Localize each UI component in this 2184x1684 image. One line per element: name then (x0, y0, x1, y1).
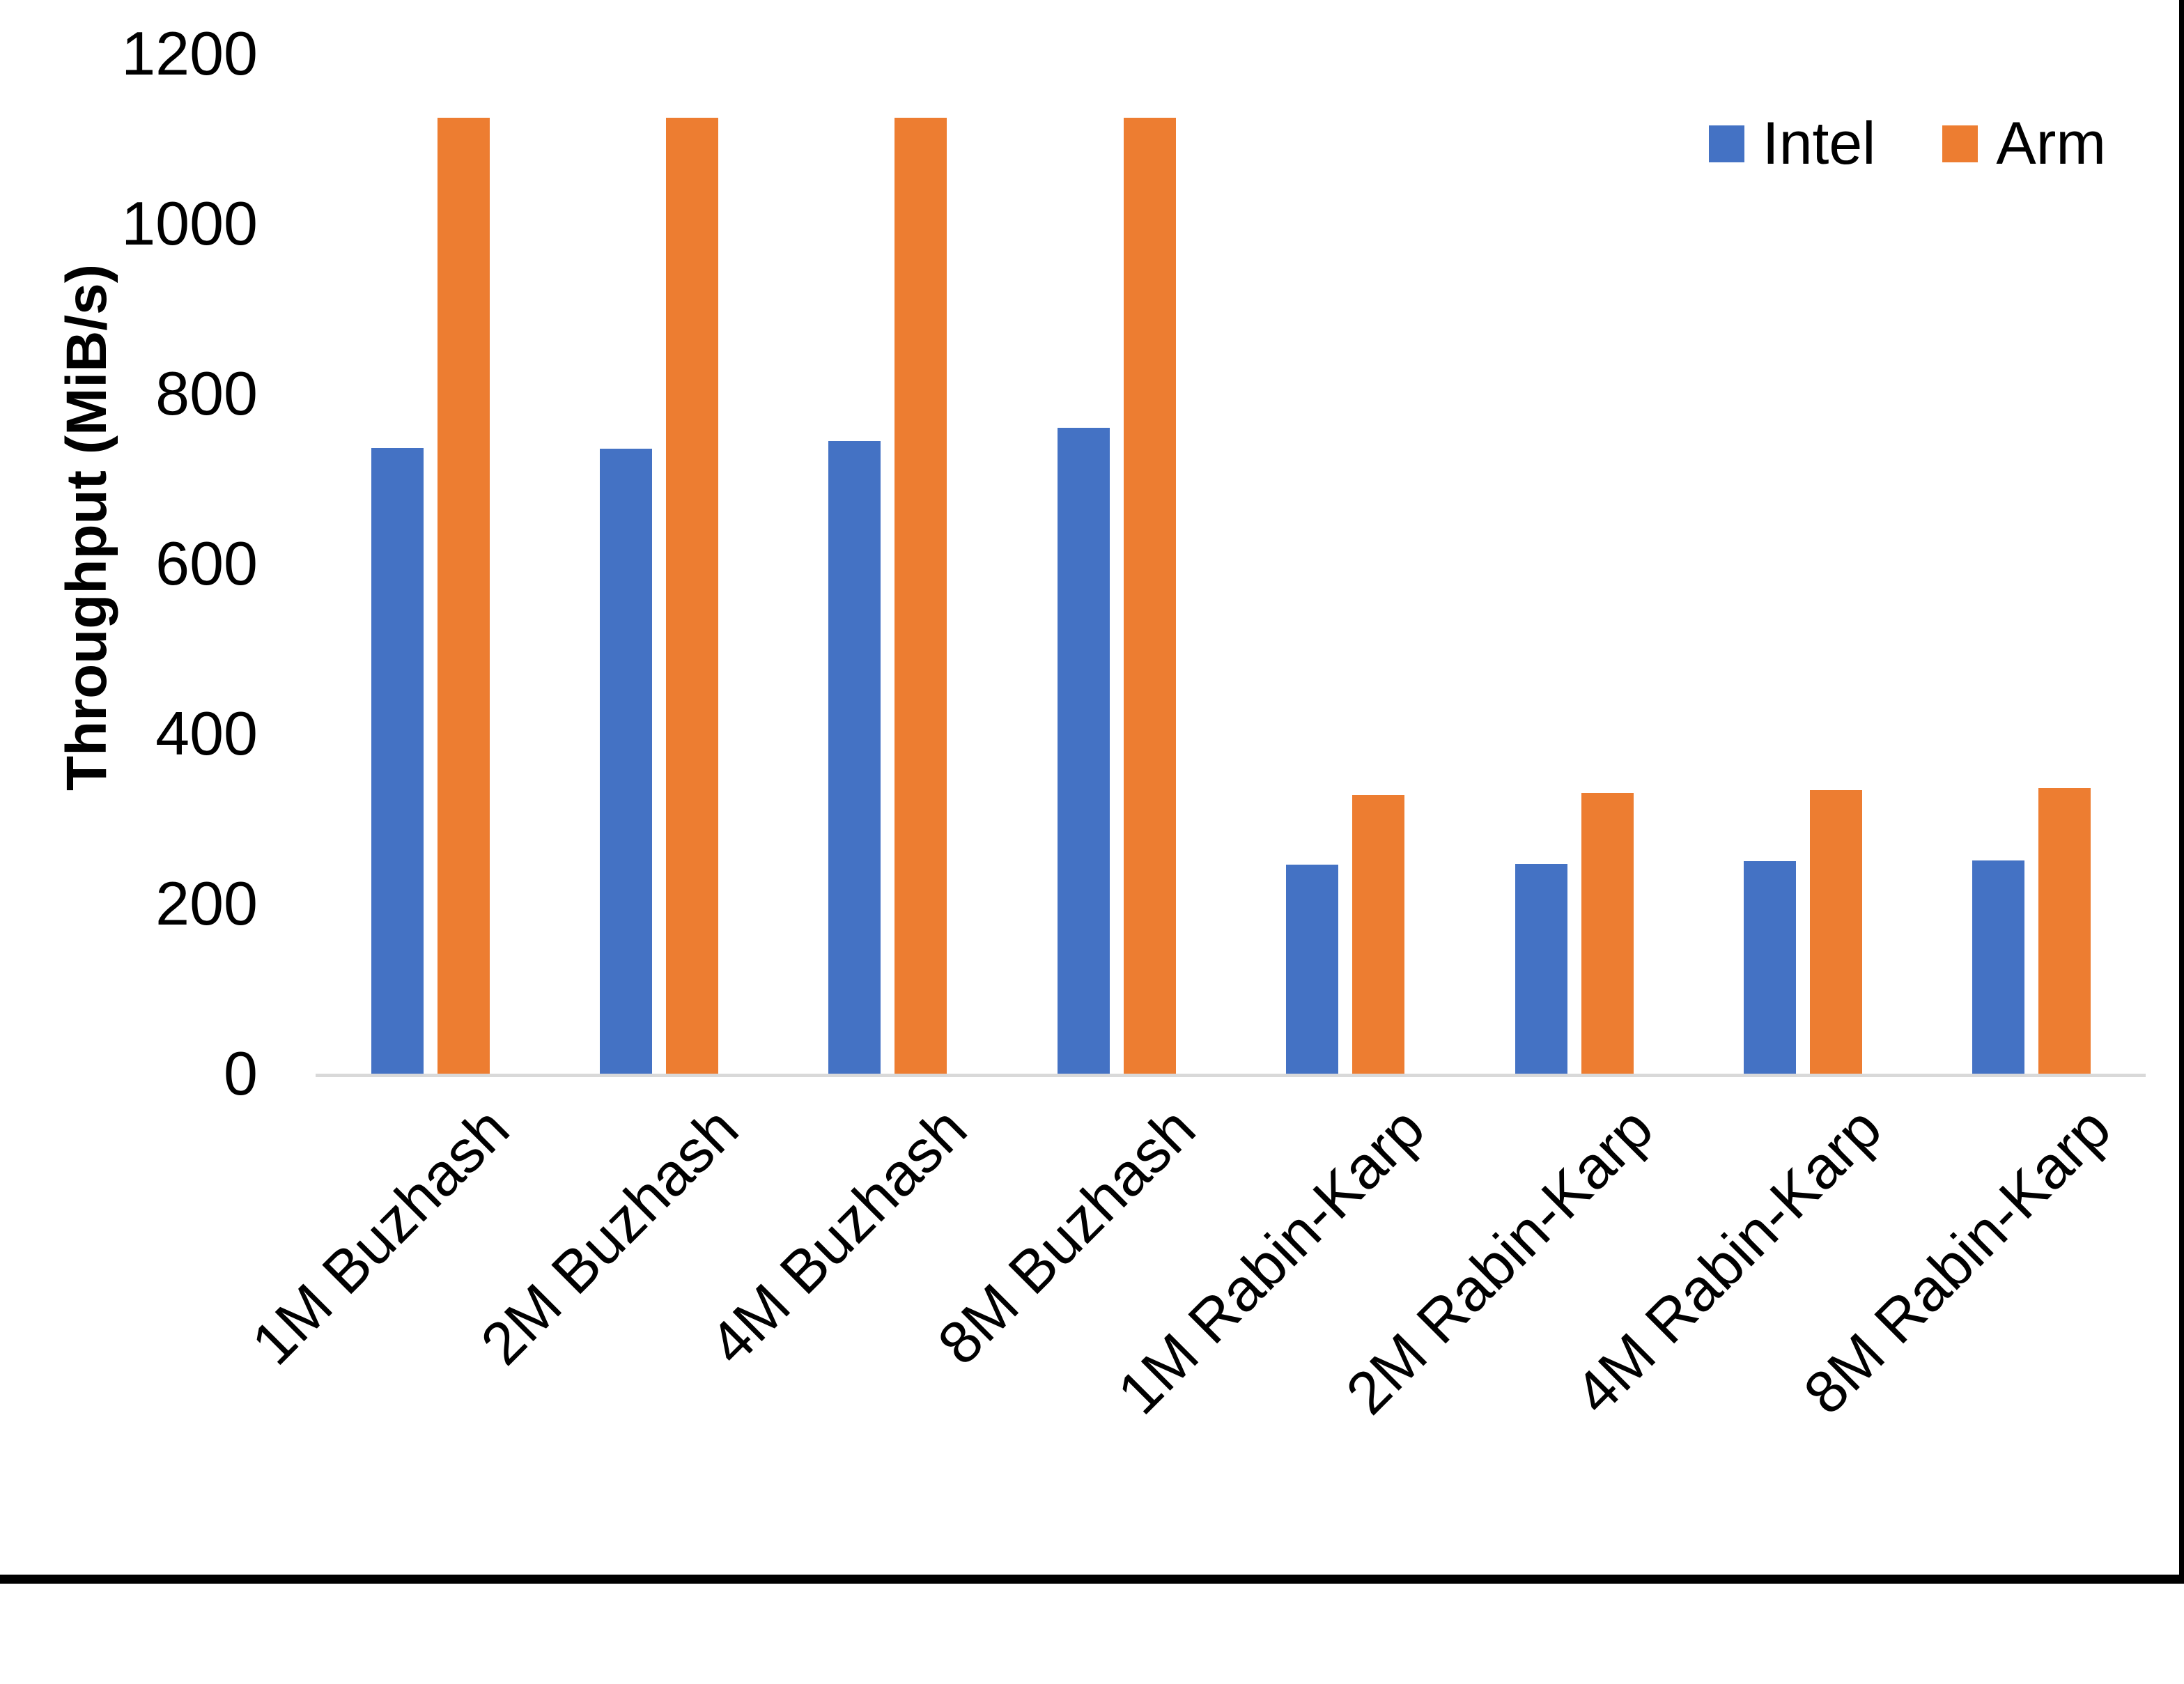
screen-edge-right (2179, 0, 2184, 1584)
y-tick-label: 1000 (121, 189, 258, 258)
bar-arm-5 (1352, 794, 1405, 1074)
y-tick-label: 400 (155, 699, 258, 768)
legend-item-intel: Intel (1708, 110, 1876, 177)
bar-arm-4 (1123, 117, 1176, 1074)
bar-arm-1 (437, 117, 490, 1074)
y-tick-label: 200 (155, 869, 258, 938)
x-axis-line (316, 1074, 2146, 1077)
legend-label-arm: Arm (1996, 110, 2106, 177)
legend-label-intel: Intel (1762, 110, 1876, 177)
bar-arm-6 (1581, 793, 1634, 1074)
legend-swatch-intel (1708, 125, 1744, 162)
legend-item-arm: Arm (1942, 114, 2106, 173)
bar-intel-5 (1286, 864, 1339, 1074)
y-tick-label: 800 (155, 359, 258, 428)
bar-arm-2 (666, 117, 719, 1074)
legend-swatch-arm (1942, 125, 1978, 162)
bar-intel-7 (1743, 861, 1796, 1074)
bar-arm-7 (1809, 789, 1862, 1074)
y-tick-label: 600 (155, 529, 258, 598)
bar-arm-8 (2038, 788, 2091, 1074)
bar-intel-8 (1972, 860, 2025, 1074)
bar-intel-4 (1057, 427, 1110, 1074)
bar-intel-2 (600, 449, 653, 1074)
bar-intel-1 (371, 448, 424, 1074)
y-tick-label: 1200 (121, 19, 258, 88)
bar-intel-6 (1515, 863, 1567, 1074)
chart-canvas: Throughput (MiB/s) 0 200 400 600 800 1000 1200… (0, 0, 2184, 1584)
bar-arm-3 (894, 117, 947, 1074)
y-tick-label: 0 (224, 1039, 258, 1108)
screen-edge-bottom (0, 1575, 2184, 1584)
legend: Intel Arm (1708, 110, 2106, 177)
bar-intel-3 (828, 441, 881, 1074)
